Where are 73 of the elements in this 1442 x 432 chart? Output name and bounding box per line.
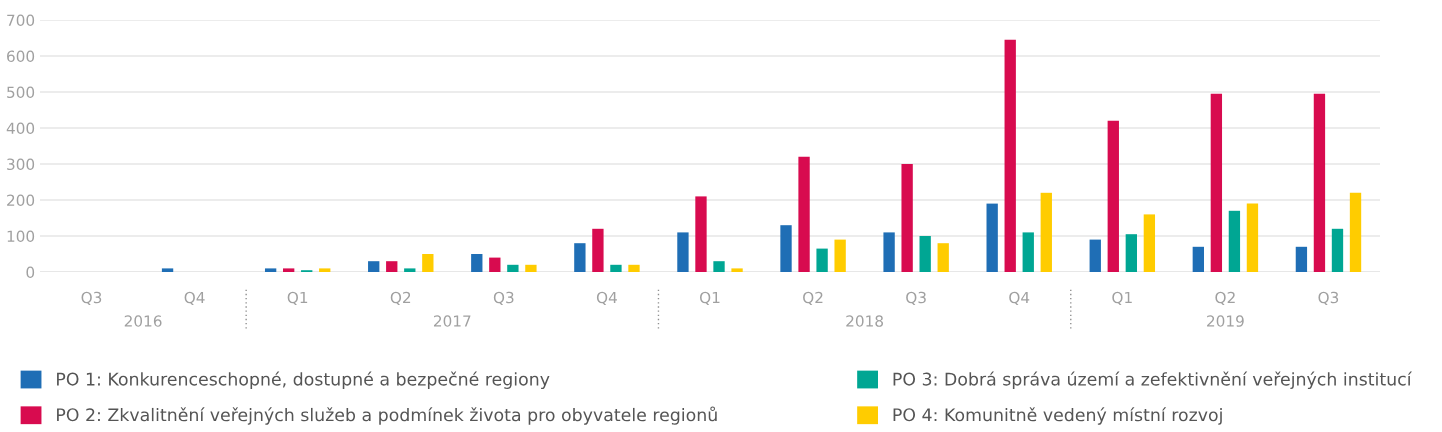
bar — [1040, 192, 1052, 272]
bar — [677, 232, 689, 272]
x-tick-label: Q3 — [81, 291, 102, 306]
legend-label: PO 3: Dobrá správa území a zefektivnění veřejných institucí — [893, 371, 1412, 389]
x-tick-label: Q1 — [1112, 291, 1132, 306]
bar — [1107, 120, 1119, 272]
y-tick-label: 0 — [26, 266, 35, 279]
bar — [1143, 214, 1156, 272]
bar — [161, 268, 174, 272]
y-tick-label: 100 — [7, 230, 35, 243]
text: 2016 — [124, 315, 162, 327]
y-tick-label: 700 — [7, 14, 35, 27]
bar — [507, 264, 519, 272]
y-tick-label: 600 — [7, 50, 35, 63]
legend-label: PO 4: Komunitně vedený místní rozvoj — [893, 407, 1222, 425]
bar — [471, 254, 483, 272]
bar — [264, 268, 277, 272]
x-tick-label: Q1 — [699, 291, 720, 306]
y-tick-label: 500 — [7, 86, 35, 99]
bar — [610, 264, 622, 272]
x-tick-label: Q3 — [1318, 291, 1339, 306]
bar — [1022, 232, 1034, 272]
bar — [283, 268, 295, 272]
bar — [1313, 93, 1326, 272]
bar — [574, 243, 586, 272]
bar — [731, 268, 743, 272]
bar — [816, 248, 828, 272]
text: 2018 — [846, 315, 884, 327]
bar — [489, 257, 501, 272]
bar — [525, 264, 537, 272]
bar — [1349, 192, 1362, 272]
bar — [1004, 39, 1016, 272]
bar — [628, 264, 640, 272]
x-tick-label: Q4 — [1009, 291, 1030, 306]
bar — [1246, 203, 1259, 272]
x-tick-label: Q4 — [596, 291, 617, 306]
legend-label: PO 1: Konkurenceschopné, dostupné a bezpečné regiony — [57, 371, 550, 389]
bar — [1228, 210, 1241, 272]
bar — [937, 243, 949, 272]
x-tick-label: Q4 — [184, 291, 205, 306]
x-tick-label: Q1 — [287, 291, 308, 306]
x-tick-label: Q3 — [906, 291, 926, 306]
bar — [592, 228, 604, 272]
bar — [883, 232, 895, 272]
bar — [780, 225, 792, 272]
legend-label: PO 2: Zkvalitnění veřejných služeb a podmínek života pro obyvatele regionů — [57, 406, 717, 425]
bar — [1125, 234, 1137, 272]
x-tick-label: Q2 — [803, 291, 823, 306]
x-tick-label: Q2 — [390, 291, 411, 306]
bar — [386, 261, 398, 272]
text: 2019 — [1207, 315, 1244, 327]
bar — [368, 261, 380, 272]
bar — [1331, 228, 1344, 272]
bar — [404, 268, 416, 272]
bar — [319, 268, 331, 272]
x-tick-label: Q2 — [1215, 291, 1235, 306]
bar — [1192, 246, 1204, 272]
bar — [986, 203, 998, 272]
bar — [798, 156, 810, 272]
bar — [695, 196, 707, 272]
y-tick-label: 300 — [7, 158, 35, 171]
bar — [1210, 93, 1223, 272]
bar — [919, 236, 931, 272]
bar — [1295, 246, 1308, 272]
bar — [901, 164, 913, 272]
y-tick-label: 400 — [6, 122, 35, 135]
y-tick-label: 200 — [7, 194, 35, 207]
bar — [713, 261, 725, 272]
bar — [834, 239, 846, 272]
bar — [422, 254, 434, 272]
text: 2017 — [433, 315, 471, 327]
x-tick-label: Q3 — [493, 291, 514, 306]
bar — [1089, 239, 1101, 272]
